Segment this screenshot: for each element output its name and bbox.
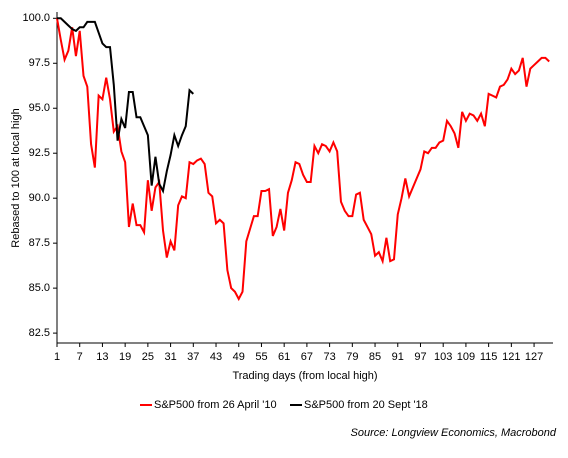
x-tick-label: 37 bbox=[187, 351, 199, 363]
x-tick-label: 91 bbox=[392, 351, 404, 363]
x-tick-label: 7 bbox=[77, 351, 83, 363]
x-tick-label: 43 bbox=[210, 351, 222, 363]
y-tick-label: 95.0 bbox=[29, 102, 50, 114]
x-tick-label: 121 bbox=[502, 351, 520, 363]
y-tick-label: 87.5 bbox=[29, 237, 50, 249]
y-tick-label: 85.0 bbox=[29, 282, 50, 294]
x-tick-label: 73 bbox=[323, 351, 335, 363]
x-tick-label: 25 bbox=[142, 351, 154, 363]
y-tick-label: 100.0 bbox=[22, 12, 50, 24]
y-axis-label: Rebased to 100 at local high bbox=[10, 108, 22, 247]
x-tick-label: 13 bbox=[96, 351, 108, 363]
x-tick-label: 85 bbox=[369, 351, 381, 363]
series-line bbox=[57, 17, 194, 194]
x-tick-label: 55 bbox=[255, 351, 267, 363]
y-tick-label: 92.5 bbox=[29, 147, 50, 159]
y-tick-label: 82.5 bbox=[29, 327, 50, 339]
legend-label: S&P500 from 26 April '10 bbox=[154, 399, 277, 411]
x-tick-label: 31 bbox=[164, 351, 176, 363]
x-tick-label: 61 bbox=[278, 351, 290, 363]
x-tick-label: 115 bbox=[480, 351, 498, 363]
source-note: Source: Longview Economics, Macrobond bbox=[351, 427, 557, 439]
x-tick-label: 127 bbox=[525, 351, 543, 363]
legend-label: S&P500 from 20 Sept '18 bbox=[304, 399, 428, 411]
x-tick-label: 109 bbox=[457, 351, 475, 363]
series-line bbox=[56, 18, 550, 302]
x-tick-label: 67 bbox=[301, 351, 313, 363]
x-tick-label: 1 bbox=[54, 351, 60, 363]
y-tick-label: 90.0 bbox=[29, 192, 50, 204]
x-tick-label: 19 bbox=[119, 351, 131, 363]
y-tick-label: 97.5 bbox=[29, 57, 50, 69]
x-tick-label: 103 bbox=[434, 351, 452, 363]
x-tick-label: 97 bbox=[414, 351, 426, 363]
x-tick-label: 79 bbox=[346, 351, 358, 363]
x-axis-label: Trading days (from local high) bbox=[232, 370, 377, 382]
x-tick-label: 49 bbox=[233, 351, 245, 363]
